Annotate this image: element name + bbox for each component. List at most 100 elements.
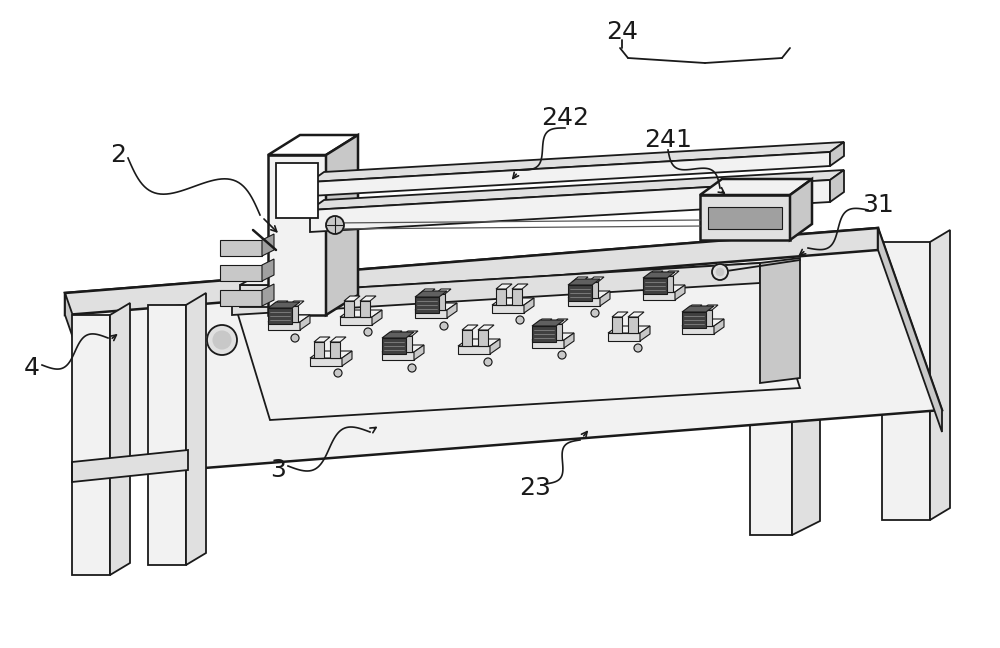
Polygon shape <box>608 333 640 341</box>
Polygon shape <box>268 155 326 315</box>
Polygon shape <box>340 310 382 317</box>
Polygon shape <box>647 271 663 276</box>
Text: 24: 24 <box>606 20 638 44</box>
Polygon shape <box>686 310 696 326</box>
Polygon shape <box>382 332 414 338</box>
Polygon shape <box>72 315 110 575</box>
Polygon shape <box>682 312 706 328</box>
Polygon shape <box>310 142 844 182</box>
Polygon shape <box>524 298 534 313</box>
Polygon shape <box>386 336 396 352</box>
Polygon shape <box>435 289 451 294</box>
Circle shape <box>213 331 231 349</box>
Circle shape <box>591 309 599 317</box>
Polygon shape <box>536 324 546 340</box>
Polygon shape <box>663 271 679 276</box>
Circle shape <box>712 264 728 280</box>
Polygon shape <box>532 333 574 340</box>
Polygon shape <box>310 170 844 210</box>
Polygon shape <box>232 263 800 420</box>
Polygon shape <box>382 338 406 354</box>
Polygon shape <box>643 272 675 278</box>
Polygon shape <box>462 325 478 330</box>
Polygon shape <box>220 290 262 306</box>
Polygon shape <box>490 339 500 354</box>
Polygon shape <box>492 305 524 313</box>
Polygon shape <box>702 305 718 310</box>
Polygon shape <box>628 312 644 317</box>
Polygon shape <box>268 315 310 322</box>
Polygon shape <box>496 289 506 305</box>
Polygon shape <box>386 331 402 336</box>
Polygon shape <box>272 306 282 322</box>
Polygon shape <box>415 297 439 313</box>
Circle shape <box>484 358 492 366</box>
Polygon shape <box>568 298 600 306</box>
Polygon shape <box>240 285 325 307</box>
Circle shape <box>326 216 344 234</box>
Polygon shape <box>478 330 488 346</box>
Circle shape <box>440 322 448 330</box>
Polygon shape <box>532 320 564 326</box>
Polygon shape <box>186 293 206 565</box>
Polygon shape <box>675 285 685 300</box>
Polygon shape <box>700 195 790 240</box>
Text: 2: 2 <box>110 143 126 167</box>
Polygon shape <box>330 337 346 342</box>
Polygon shape <box>268 302 300 308</box>
Polygon shape <box>419 294 429 310</box>
Polygon shape <box>572 282 582 298</box>
Polygon shape <box>600 291 610 306</box>
Polygon shape <box>643 278 667 294</box>
Polygon shape <box>552 319 568 324</box>
Circle shape <box>364 328 372 336</box>
Polygon shape <box>419 289 435 294</box>
Text: 4: 4 <box>24 356 40 380</box>
Polygon shape <box>330 342 340 358</box>
Polygon shape <box>415 291 447 297</box>
Polygon shape <box>552 324 562 340</box>
Polygon shape <box>288 306 298 322</box>
Circle shape <box>716 268 724 276</box>
Polygon shape <box>342 351 352 366</box>
Polygon shape <box>314 337 330 342</box>
Polygon shape <box>682 306 714 312</box>
Polygon shape <box>532 340 564 348</box>
Text: 242: 242 <box>541 106 589 130</box>
Text: 3: 3 <box>270 458 286 482</box>
Polygon shape <box>314 342 324 358</box>
Polygon shape <box>240 267 357 285</box>
Polygon shape <box>532 326 556 342</box>
Polygon shape <box>492 298 534 305</box>
Polygon shape <box>458 346 490 354</box>
Polygon shape <box>268 308 292 324</box>
Polygon shape <box>568 285 592 301</box>
Polygon shape <box>310 358 342 366</box>
Polygon shape <box>458 339 500 346</box>
Polygon shape <box>628 317 638 333</box>
Polygon shape <box>220 265 262 281</box>
Polygon shape <box>686 305 702 310</box>
Polygon shape <box>382 352 414 360</box>
Polygon shape <box>232 263 760 315</box>
Polygon shape <box>268 322 300 330</box>
Polygon shape <box>830 170 844 202</box>
Polygon shape <box>340 317 372 325</box>
Polygon shape <box>402 336 412 352</box>
Polygon shape <box>792 241 820 535</box>
Polygon shape <box>478 325 494 330</box>
Polygon shape <box>643 292 675 300</box>
Text: 31: 31 <box>862 193 894 217</box>
Polygon shape <box>612 317 622 333</box>
Polygon shape <box>536 319 552 324</box>
Circle shape <box>516 316 524 324</box>
Polygon shape <box>572 277 588 282</box>
Polygon shape <box>647 276 657 292</box>
Polygon shape <box>682 319 724 326</box>
Polygon shape <box>640 326 650 341</box>
Polygon shape <box>326 135 358 315</box>
Circle shape <box>291 334 299 342</box>
Polygon shape <box>760 258 800 383</box>
Circle shape <box>408 364 416 372</box>
Polygon shape <box>288 301 304 306</box>
